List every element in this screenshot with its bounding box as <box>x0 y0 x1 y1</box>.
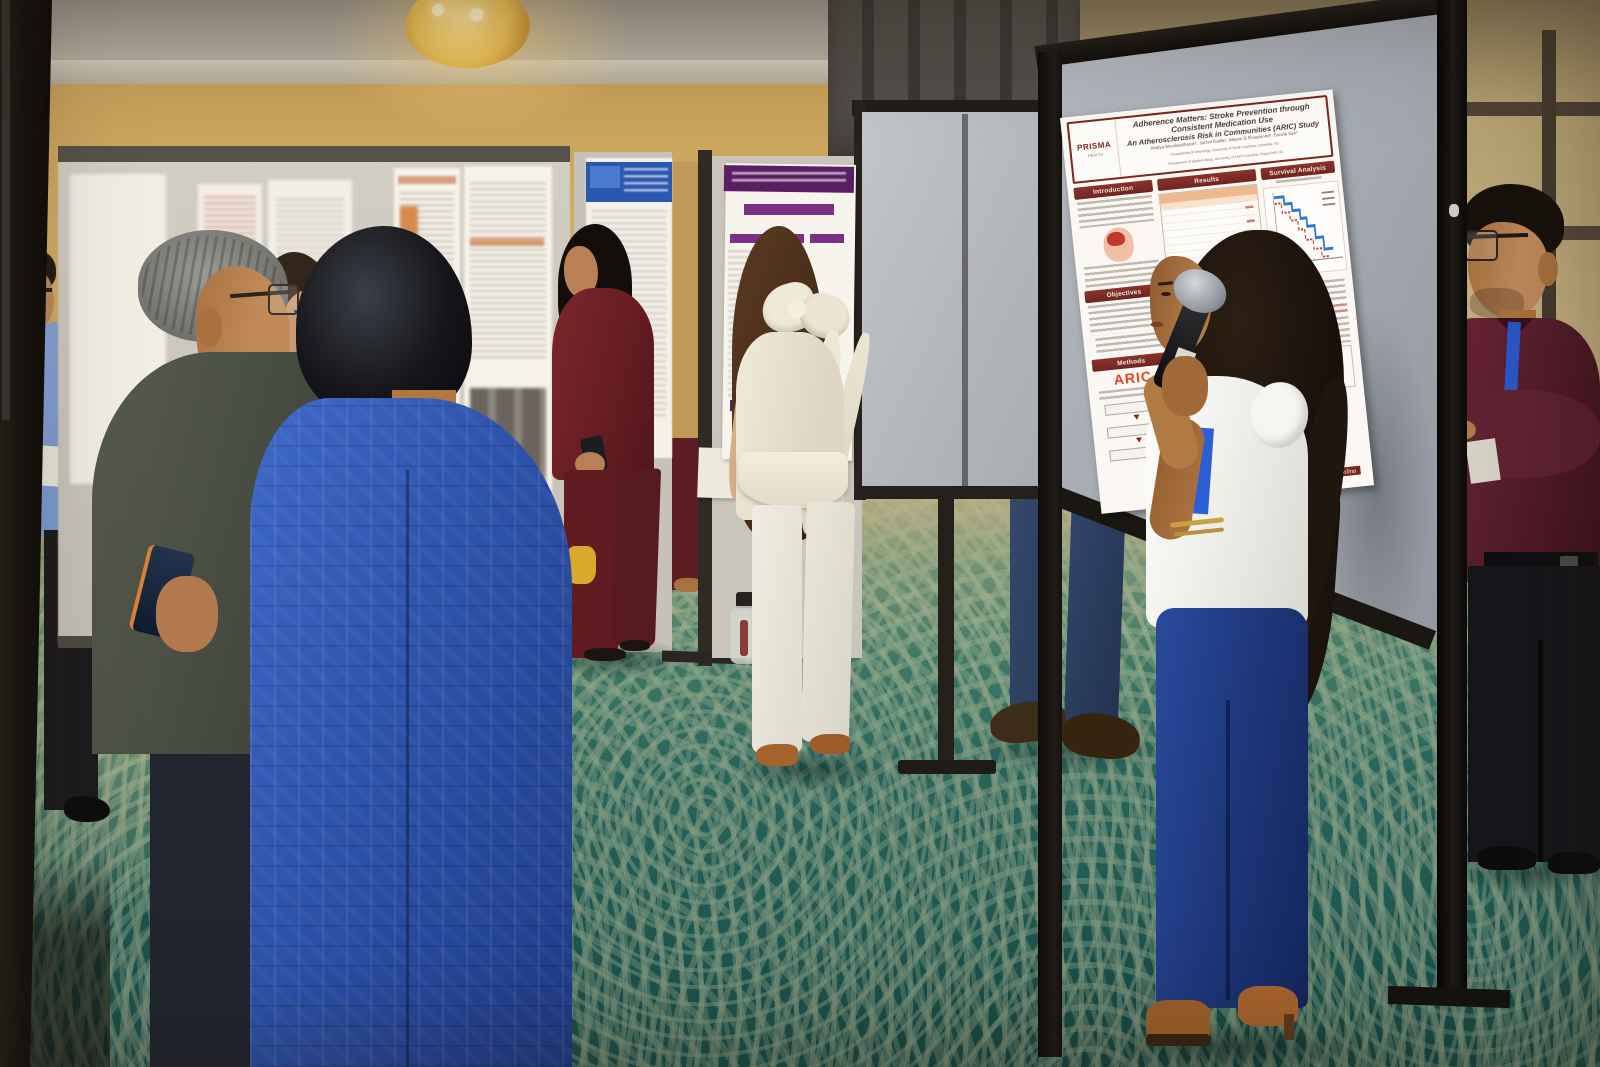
poster-purple-chip-3 <box>810 234 844 243</box>
water-bottle-contents <box>740 620 748 656</box>
presenter-shadow <box>1105 1022 1355 1067</box>
presenter-pants <box>1156 608 1308 1008</box>
water-bottle-cap <box>736 592 756 608</box>
poster-left-4-heading <box>398 176 456 184</box>
board-central-leg-foot <box>898 760 996 774</box>
poster-purple-chip-1 <box>730 234 764 243</box>
chandelier-bulb <box>432 4 444 16</box>
poster-left-5-text <box>470 182 546 362</box>
wall-gap-strip <box>672 162 700 438</box>
gap-attendee-shoe <box>674 578 702 592</box>
blue-suit-man-jacket <box>250 398 572 1067</box>
olive-man-ear <box>196 306 222 348</box>
board-central-leg <box>938 499 954 767</box>
left-partition-highlight <box>2 0 10 420</box>
bow-woman-pants-right <box>800 501 856 743</box>
bow-woman-ruffle <box>738 452 848 508</box>
chandelier <box>405 0 530 68</box>
presenter-heel-left-sole <box>1146 1034 1210 1046</box>
methods-flow-arrow-1 <box>1133 414 1141 423</box>
prisma-health-logo: PRISMA HEALTH <box>1068 119 1122 182</box>
board-central-seam <box>962 114 968 490</box>
board-main-right-post-clip <box>1449 204 1459 217</box>
maroon-shirt-man-ear <box>1538 252 1558 286</box>
poster-blue-header-text <box>624 168 668 194</box>
blue-suit-back-seam <box>406 470 409 1067</box>
poster-blue-header-box <box>590 166 620 188</box>
olive-man-hand <box>156 576 218 652</box>
maroon-shirt-man-glasses-lens <box>1464 230 1498 261</box>
blue-suit-plaid-texture <box>250 398 572 1067</box>
presenter-heel-right-spike <box>1284 1014 1294 1040</box>
introduction-text <box>1076 194 1154 229</box>
methods-flow-arrow-2 <box>1136 437 1143 446</box>
board-central-frame-bottom <box>858 486 1080 499</box>
bow-woman-pants-left <box>752 505 802 753</box>
bow-woman-bow-knot <box>788 300 806 318</box>
presenter-pants-seam <box>1226 700 1230 1000</box>
poster-purple-title-text <box>732 172 846 185</box>
poster-purple-subband <box>744 204 834 215</box>
brain-illustration <box>1102 226 1136 264</box>
section-survival-analysis: Survival Analysis <box>1260 160 1335 181</box>
poster-left-5-orange-band <box>470 238 544 246</box>
bow-woman-heel-left <box>756 744 798 766</box>
presenter-lips <box>1151 322 1163 327</box>
bow-woman-shadow <box>730 748 890 792</box>
board-main-right-post <box>1437 0 1467 1005</box>
chandelier-bulb <box>470 8 483 21</box>
presenter-hand <box>1162 356 1208 416</box>
board-run-left-top-rail <box>58 146 570 162</box>
gap-attendee-legs <box>672 438 700 590</box>
maroon-shirt-man-badge <box>1465 438 1501 484</box>
maroon-woman-sandal-2 <box>620 640 650 651</box>
brain-icon <box>1106 230 1126 247</box>
prisma-logo-subtext: HEALTH <box>1087 151 1103 159</box>
maroon-woman-sandal-1 <box>584 648 626 661</box>
board-main-left-post <box>1038 52 1062 1057</box>
maroon-shirt-man-shoe-left <box>1478 846 1536 870</box>
presenter-eye <box>1161 292 1171 296</box>
board-post-gap <box>698 150 712 666</box>
maroon-shirt-man-pants-seam <box>1538 640 1543 862</box>
maroon-shirt-man-shoe-right <box>1548 852 1600 874</box>
maroon-shirt-man-pants <box>1468 566 1600 862</box>
prisma-logo-text: PRISMA <box>1076 139 1112 153</box>
maroon-woman-pants-right <box>610 467 662 647</box>
bow-woman-heel-right <box>810 734 850 754</box>
olive-man-glasses-lens <box>268 284 299 315</box>
attendee-far-left-shoe <box>64 796 110 822</box>
